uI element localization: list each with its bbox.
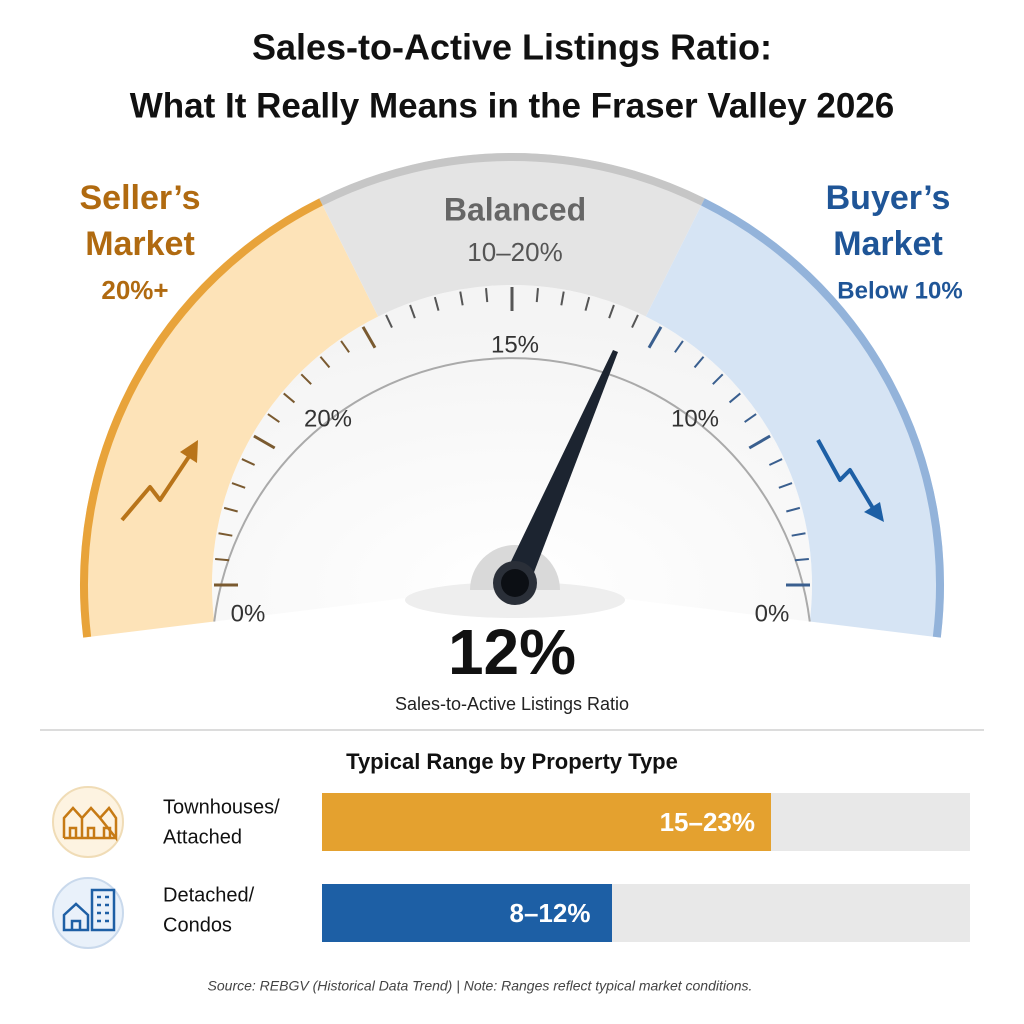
scale-label: 10% [671, 405, 719, 432]
down-arrow [816, 439, 876, 512]
title: What It Really Means in the Fraser Valle… [130, 86, 895, 125]
row-label: Detached/ [163, 884, 255, 906]
gauge-tick [215, 558, 230, 562]
zone-range: 20%+ [101, 275, 168, 305]
gauge-tick [409, 304, 416, 319]
gauge-tick [608, 304, 615, 319]
pivot [501, 569, 529, 597]
gauge-tick [748, 434, 771, 450]
gauge-tick [786, 506, 801, 513]
section-title: Typical Range by Property Type [346, 749, 678, 774]
balanced-zone [319, 153, 705, 317]
row-label: Attached [163, 826, 242, 848]
gauge [80, 153, 944, 638]
gauge-tick [778, 482, 793, 489]
zone-label: Balanced [444, 191, 586, 227]
gauge-tick [712, 373, 724, 385]
gauge-tick [267, 413, 280, 423]
gauge-tick [744, 413, 757, 423]
gauge-tick [485, 288, 489, 303]
gauge-tick [647, 326, 663, 349]
gauge-tick [361, 326, 377, 349]
townhouse-icon-glyph [62, 805, 118, 842]
seller-rim [80, 198, 323, 638]
scale-label: 0% [755, 600, 790, 627]
buyer-rim [701, 198, 944, 638]
gauge-tick [768, 458, 783, 466]
buyer-zone [645, 198, 944, 638]
range-bar [322, 884, 612, 942]
scale-label: 15% [491, 331, 539, 358]
gauge-tick [728, 392, 741, 404]
townhouse-icon [52, 786, 124, 858]
gauge-tick [791, 532, 806, 537]
row-label: Townhouses/ [163, 796, 280, 818]
scale-label: 20% [304, 405, 352, 432]
title: Sales-to-Active Listings Ratio: [252, 27, 772, 68]
needle [503, 350, 618, 588]
gauge-tick [535, 288, 539, 303]
gauge-tick [231, 482, 246, 489]
gauge-tick [631, 314, 639, 329]
gauge-tick [584, 296, 591, 311]
detached-icon-glyph [62, 888, 116, 932]
reading: 12% [448, 616, 576, 688]
gauge-tick [340, 340, 350, 353]
scale-label: 0% [231, 600, 266, 627]
inner-rim [213, 357, 811, 622]
down-arrow-head [864, 502, 884, 522]
footer: Source: REBGV (Historical Data Trend) | … [208, 978, 753, 994]
row-label: Condos [163, 914, 232, 936]
range-label: 15–23% [660, 807, 755, 837]
range-bar [322, 793, 771, 851]
zone-range: Below 10% [837, 277, 962, 304]
up-arrow [120, 450, 194, 522]
zone-label: Market [85, 225, 195, 263]
gauge-tick [693, 356, 705, 369]
gauge-tick [218, 532, 233, 537]
gauge-face [212, 285, 813, 622]
gauge-tick [253, 434, 276, 450]
seller-zone [80, 198, 379, 638]
zone-label: Buyer’s [826, 179, 951, 217]
gauge-tick [385, 314, 393, 329]
balanced-rim [319, 153, 705, 206]
gauge-tick [560, 291, 565, 306]
gauge-tick [794, 558, 809, 562]
detached-icon [52, 877, 124, 949]
range-label: 8–12% [510, 898, 591, 928]
gauge-tick [433, 296, 440, 311]
gauge-tick [283, 392, 296, 404]
gauge-tick [300, 373, 312, 385]
gauge-tick [223, 506, 238, 513]
gauge-tick [319, 356, 331, 369]
reading-label: Sales-to-Active Listings Ratio [395, 694, 629, 714]
zone-label: Seller’s [80, 179, 201, 217]
zone-label: Market [833, 225, 943, 263]
zone-range: 10–20% [467, 237, 562, 267]
gauge-tick [459, 291, 464, 306]
gauge-tick [674, 340, 684, 353]
gauge-tick [241, 458, 256, 466]
up-arrow-head [180, 440, 198, 463]
